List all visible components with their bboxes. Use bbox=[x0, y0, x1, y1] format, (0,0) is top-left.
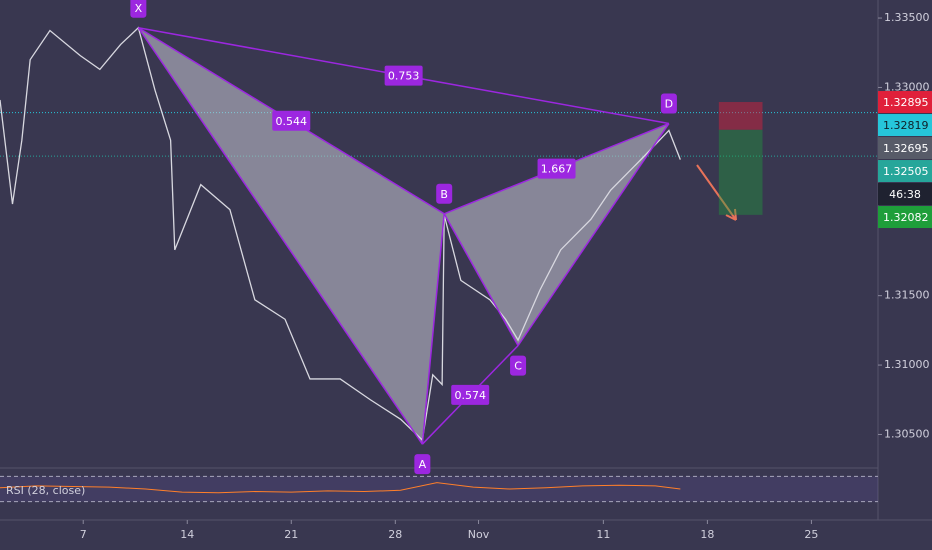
y-tick-label: 1.31500 bbox=[884, 289, 930, 302]
pattern-triangle bbox=[138, 27, 445, 445]
x-tick-label: 7 bbox=[80, 528, 87, 541]
point-box bbox=[414, 454, 431, 475]
price-badge-label: 46:38 bbox=[889, 188, 921, 201]
x-tick-label: 11 bbox=[596, 528, 610, 541]
price-badge-label: 1.32819 bbox=[883, 119, 929, 132]
ratio-label: 1.667 bbox=[541, 163, 573, 176]
y-tick-label: 1.30500 bbox=[884, 427, 930, 440]
arrow-head bbox=[725, 208, 737, 221]
point-box bbox=[436, 183, 453, 204]
ratio-label: 0.753 bbox=[388, 70, 420, 83]
pattern-edge bbox=[421, 213, 445, 445]
pattern-edge bbox=[517, 123, 670, 347]
x-tick-label: 14 bbox=[180, 528, 194, 541]
price-badge bbox=[878, 91, 932, 114]
ratio-box bbox=[451, 384, 490, 405]
rsi-band bbox=[0, 476, 878, 502]
x-tick-label: 18 bbox=[700, 528, 714, 541]
ratio-box bbox=[537, 158, 576, 179]
price-badge-label: 1.32505 bbox=[883, 165, 929, 178]
point-label: A bbox=[419, 458, 427, 471]
y-tick-label: 1.33500 bbox=[884, 11, 930, 24]
point-label: D bbox=[665, 98, 673, 111]
price-badge-label: 1.32082 bbox=[883, 211, 929, 224]
y-tick-label: 1.33000 bbox=[884, 80, 930, 93]
price-badge bbox=[878, 206, 932, 229]
x-tick-label: 28 bbox=[388, 528, 402, 541]
point-box bbox=[130, 0, 147, 18]
ratio-box bbox=[384, 65, 423, 86]
price-badge bbox=[878, 160, 932, 183]
arrow bbox=[696, 164, 737, 221]
price-badge-label: 1.32895 bbox=[883, 96, 929, 109]
point-box bbox=[660, 93, 677, 114]
y-tick-label: 1.31000 bbox=[884, 358, 930, 371]
pattern-triangle bbox=[444, 123, 669, 346]
price-badge bbox=[878, 114, 932, 137]
price-line bbox=[0, 26, 681, 442]
rsi-line bbox=[0, 482, 681, 494]
price-badge-label: 1.32695 bbox=[883, 142, 929, 155]
price-badge bbox=[878, 183, 932, 206]
price-badge bbox=[878, 137, 932, 160]
ratio-box bbox=[272, 110, 311, 131]
point-box bbox=[510, 355, 527, 376]
point-label: C bbox=[514, 360, 522, 373]
pattern-edge bbox=[137, 27, 423, 445]
x-tick-label: 25 bbox=[804, 528, 818, 541]
ratio-label: 0.574 bbox=[454, 389, 486, 402]
point-label: X bbox=[135, 2, 143, 15]
x-tick-label: Nov bbox=[468, 528, 490, 541]
ratio-label: 0.544 bbox=[276, 115, 308, 128]
point-label: B bbox=[440, 188, 448, 201]
x-tick-label: 21 bbox=[284, 528, 298, 541]
rsi-label: RSI (28, close) bbox=[6, 484, 85, 497]
stop-zone bbox=[718, 102, 763, 130]
pattern-edge bbox=[443, 213, 519, 346]
target-zone bbox=[718, 129, 763, 215]
